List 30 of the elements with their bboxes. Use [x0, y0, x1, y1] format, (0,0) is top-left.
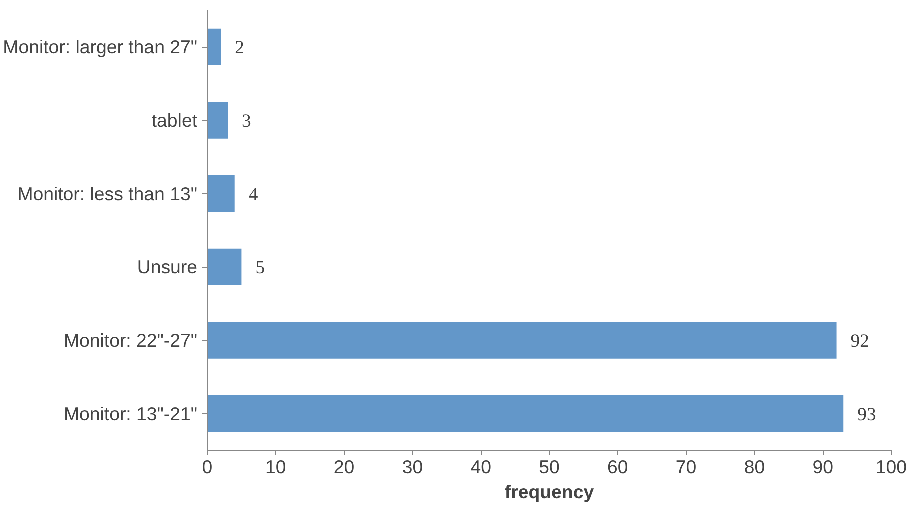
y-tick-label: Monitor: larger than 27"	[3, 36, 198, 58]
bar	[208, 102, 228, 139]
bar	[208, 176, 235, 212]
x-tick-label: 80	[744, 456, 766, 478]
x-tick-label: 50	[539, 456, 560, 478]
x-tick-label: 40	[470, 456, 492, 478]
x-tick-label: 60	[608, 456, 628, 478]
data-label: 4	[248, 184, 259, 206]
bar	[208, 28, 222, 66]
x-tick-label: 0	[202, 456, 213, 478]
x-tick-label: 20	[334, 456, 355, 478]
data-label: 92	[850, 331, 870, 352]
x-tick-label: 10	[266, 456, 286, 478]
bar	[208, 396, 844, 432]
data-label: 3	[242, 111, 252, 132]
y-tick-label: tablet	[152, 110, 198, 131]
x-tick-label: 100	[876, 456, 908, 478]
data-label: 2	[235, 38, 245, 59]
x-axis-title: frequency	[504, 482, 595, 502]
y-tick-label: Unsure	[137, 256, 198, 278]
data-label: 93	[858, 404, 876, 426]
x-tick-label: 70	[676, 456, 697, 478]
x-tick-label: 30	[402, 456, 424, 478]
bar	[208, 248, 242, 286]
y-tick-label: Monitor: less than 13"	[18, 183, 198, 204]
y-tick-label: Monitor: 22"-27"	[64, 330, 198, 351]
bar	[208, 322, 837, 359]
y-tick-label: Monitor: 13"-21"	[64, 403, 198, 424]
data-label: 5	[256, 258, 266, 279]
x-tick-label: 90	[812, 456, 834, 478]
